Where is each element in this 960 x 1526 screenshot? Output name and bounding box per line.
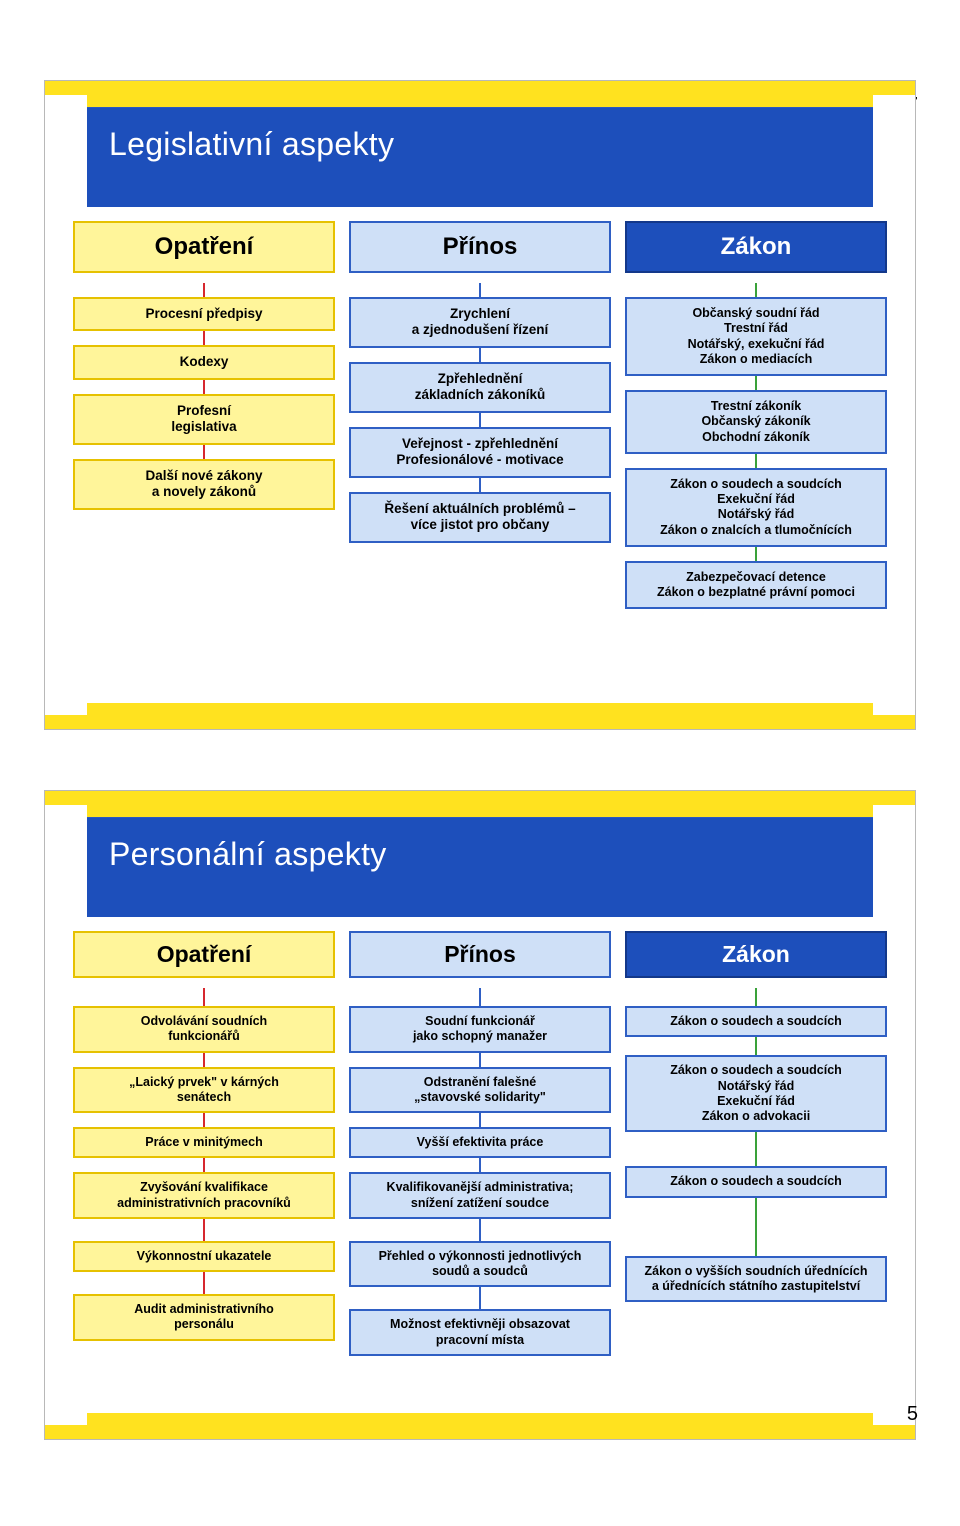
- slide-content: Opatření Procesní předpisy Kodexy Profes…: [73, 221, 887, 689]
- connector: [479, 283, 481, 297]
- column-header: Opatření: [73, 931, 335, 978]
- box-item: Trestní zákoník Občanský zákoník Obchodn…: [625, 390, 887, 454]
- decoration-strip: [45, 715, 915, 729]
- connector: [755, 988, 757, 1006]
- box-item: Audit administrativního personálu: [73, 1294, 335, 1341]
- connector: [755, 283, 757, 297]
- connector: [755, 547, 757, 561]
- column-zakon: Zákon Občanský soudní řád Trestní řád No…: [625, 221, 887, 609]
- box-item: Zákon o soudech a soudcích: [625, 1166, 887, 1197]
- column-prinos: Přínos Soudní funkcionář jako schopný ma…: [349, 931, 611, 1356]
- connector: [203, 1158, 205, 1172]
- connector: [203, 331, 205, 345]
- box-item: Odvolávání soudních funkcionářů: [73, 1006, 335, 1053]
- box-item: Zákon o soudech a soudcích Exekuční řád …: [625, 468, 887, 547]
- slide-title: Legislativní aspekty: [87, 107, 873, 207]
- connector: [755, 376, 757, 390]
- column-header: Přínos: [349, 931, 611, 978]
- column-header: Přínos: [349, 221, 611, 273]
- box-item: Zvyšování kvalifikace administrativních …: [73, 1172, 335, 1219]
- box-item: Zabezpečovací detence Zákon o bezplatné …: [625, 561, 887, 610]
- connector: [203, 1053, 205, 1067]
- column-header: Zákon: [625, 931, 887, 978]
- box-item: Kvalifikovanější administrativa; snížení…: [349, 1172, 611, 1219]
- box-item: Zrychlení a zjednodušení řízení: [349, 297, 611, 348]
- box-item: Odstranění falešné „stavovské solidarity…: [349, 1067, 611, 1114]
- column-zakon: Zákon Zákon o soudech a soudcích Zákon o…: [625, 931, 887, 1356]
- page-root: 24.11.2007 Legislativní aspekty Opatření…: [0, 80, 960, 1440]
- connector: [479, 1158, 481, 1172]
- connector: [203, 445, 205, 459]
- box-item: Procesní předpisy: [73, 297, 335, 331]
- slide-title: Personální aspekty: [87, 817, 873, 917]
- connector: [479, 1113, 481, 1127]
- decoration-strip: [87, 1413, 873, 1425]
- decoration-strip: [87, 95, 873, 107]
- connector: [755, 1198, 757, 1256]
- connector: [479, 1287, 481, 1309]
- connector: [203, 283, 205, 297]
- connector: [203, 1219, 205, 1241]
- connector: [479, 1053, 481, 1067]
- box-item: Vyšší efektivita práce: [349, 1127, 611, 1158]
- decoration-strip: [87, 703, 873, 715]
- connector: [203, 988, 205, 1006]
- slide-personal: Personální aspekty Opatření Odvolávání s…: [44, 790, 916, 1440]
- box-item: Veřejnost - zpřehlednění Profesionálové …: [349, 427, 611, 478]
- decoration-strip: [45, 791, 915, 805]
- box-item: „Laický prvek" v kárných senátech: [73, 1067, 335, 1114]
- column-opatreni: Opatření Odvolávání soudních funkcionářů…: [73, 931, 335, 1356]
- column-header: Zákon: [625, 221, 887, 273]
- connector: [479, 478, 481, 492]
- slide-legislative: Legislativní aspekty Opatření Procesní p…: [44, 80, 916, 730]
- box-item: Řešení aktuálních problémů – více jistot…: [349, 492, 611, 543]
- box-item: Zákon o soudech a soudcích Notářský řád …: [625, 1055, 887, 1132]
- connector: [203, 380, 205, 394]
- box-item: Občanský soudní řád Trestní řád Notářský…: [625, 297, 887, 376]
- box-item: Zpřehlednění základních zákoníků: [349, 362, 611, 413]
- decoration-strip: [87, 805, 873, 817]
- page-number: 5: [907, 1403, 918, 1426]
- column-prinos: Přínos Zrychlení a zjednodušení řízení Z…: [349, 221, 611, 609]
- decoration-strip: [45, 81, 915, 95]
- connector: [755, 1132, 757, 1166]
- box-item: Další nové zákony a novely zákonů: [73, 459, 335, 510]
- connector: [479, 413, 481, 427]
- connector: [479, 988, 481, 1006]
- connector: [203, 1113, 205, 1127]
- box-item: Profesní legislativa: [73, 394, 335, 445]
- column-header: Opatření: [73, 221, 335, 273]
- column-opatreni: Opatření Procesní předpisy Kodexy Profes…: [73, 221, 335, 609]
- box-item: Soudní funkcionář jako schopný manažer: [349, 1006, 611, 1053]
- box-item: Přehled o výkonnosti jednotlivých soudů …: [349, 1241, 611, 1288]
- slide-content: Opatření Odvolávání soudních funkcionářů…: [73, 931, 887, 1399]
- connector: [755, 454, 757, 468]
- box-item: Výkonnostní ukazatele: [73, 1241, 335, 1272]
- box-item: Kodexy: [73, 345, 335, 379]
- connector: [479, 348, 481, 362]
- decoration-strip: [45, 1425, 915, 1439]
- connector: [755, 1037, 757, 1055]
- box-item: Zákon o soudech a soudcích: [625, 1006, 887, 1037]
- box-item: Zákon o vyšších soudních úřednících a úř…: [625, 1256, 887, 1303]
- connector: [203, 1272, 205, 1294]
- connector: [479, 1219, 481, 1241]
- box-item: Práce v minitýmech: [73, 1127, 335, 1158]
- box-item: Možnost efektivněji obsazovat pracovní m…: [349, 1309, 611, 1356]
